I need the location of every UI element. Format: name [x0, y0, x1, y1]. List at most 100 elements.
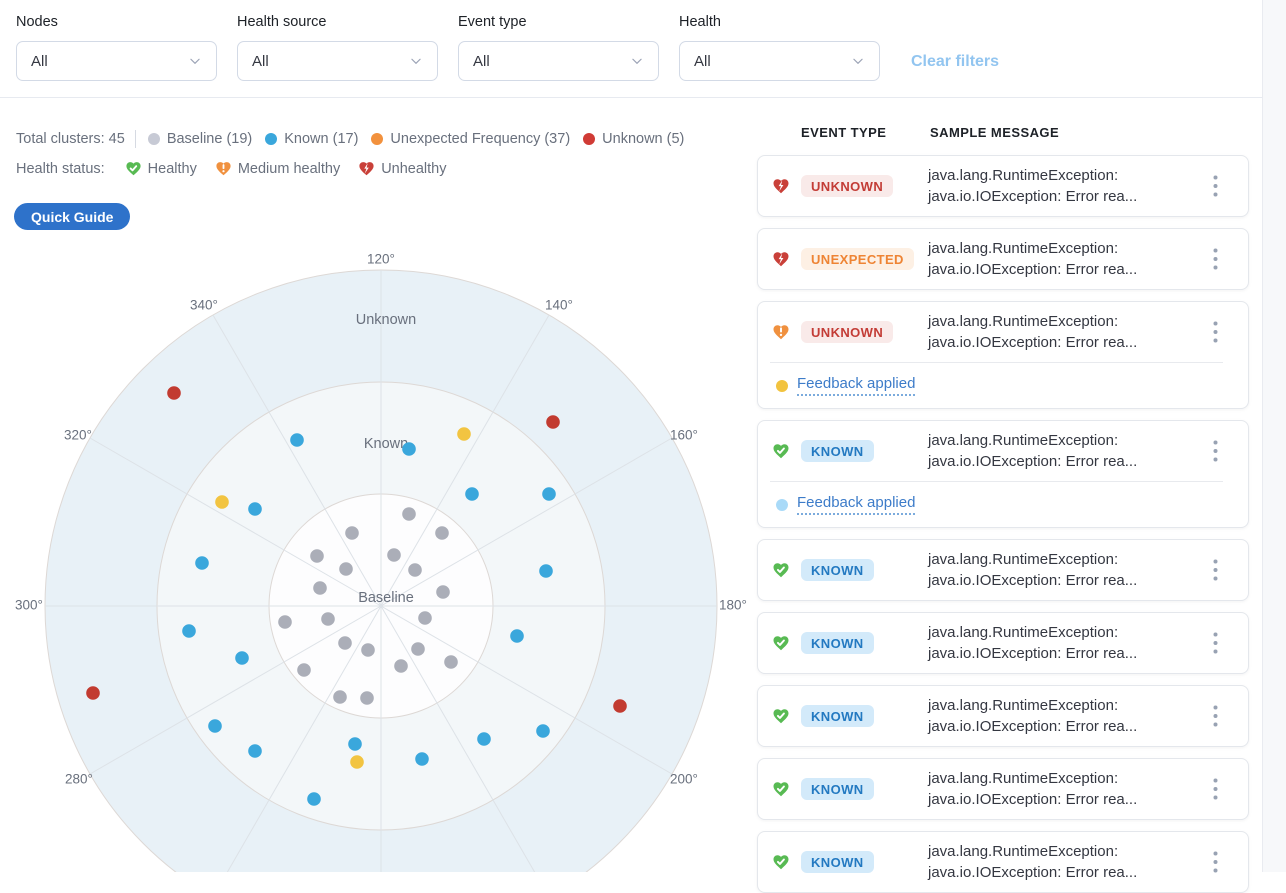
- event-row-card: KNOWN java.lang.RuntimeException: java.io.…: [757, 539, 1249, 601]
- chart-point-baseline[interactable]: [360, 691, 374, 705]
- chart-point-known[interactable]: [182, 624, 196, 638]
- sample-message: java.lang.RuntimeException: java.io.IOExc…: [928, 695, 1210, 737]
- legend-item-label: Unexpected Frequency (37): [390, 131, 571, 147]
- chart-point-baseline[interactable]: [338, 636, 352, 650]
- chart-point-known[interactable]: [248, 744, 262, 758]
- chart-point-known[interactable]: [477, 732, 491, 746]
- row-actions-button[interactable]: [1209, 559, 1221, 581]
- kebab-menu-icon: [1213, 778, 1217, 800]
- chart-point-known[interactable]: [542, 487, 556, 501]
- chart-point-known[interactable]: [510, 629, 524, 643]
- chart-point-baseline[interactable]: [321, 612, 335, 626]
- chart-point-baseline[interactable]: [345, 526, 359, 540]
- chart-point-unknown[interactable]: [546, 415, 560, 429]
- chart-point-known[interactable]: [415, 752, 429, 766]
- row-actions-button[interactable]: [1209, 175, 1221, 197]
- healthy-heart-icon: [772, 634, 790, 652]
- polar-scatter-chart: Unknown Known Baseline 120° 140° 160° 180° 200°…: [15, 252, 747, 872]
- healthy-heart-icon: [772, 442, 790, 460]
- feedback-applied-link[interactable]: Feedback applied: [797, 375, 916, 396]
- unhealthy-heart-icon: [772, 250, 790, 268]
- event-row-card: UNKNOWN java.lang.RuntimeException: java.i…: [757, 301, 1249, 409]
- row-actions-button[interactable]: [1209, 248, 1221, 270]
- event-row-main: KNOWN java.lang.RuntimeException: java.io.…: [758, 613, 1248, 673]
- chart-point-baseline[interactable]: [435, 526, 449, 540]
- chevron-down-icon: [853, 58, 863, 64]
- chart-point-baseline[interactable]: [387, 548, 401, 562]
- chart-point-feedback[interactable]: [457, 427, 471, 441]
- event-type-filter-select[interactable]: All: [458, 41, 659, 81]
- chart-point-unknown[interactable]: [167, 386, 181, 400]
- chart-point-baseline[interactable]: [444, 655, 458, 669]
- chart-point-known[interactable]: [536, 724, 550, 738]
- row-actions-button[interactable]: [1209, 440, 1221, 462]
- event-row-main: KNOWN java.lang.RuntimeException: java.io.…: [758, 421, 1248, 481]
- angle-grid-line: [212, 314, 382, 607]
- event-type-badge: KNOWN: [801, 851, 874, 873]
- sample-message-line2: java.io.IOException: Error rea...: [928, 645, 1138, 662]
- chart-point-feedback[interactable]: [350, 755, 364, 769]
- feedback-row: Feedback applied: [770, 362, 1223, 408]
- chart-point-baseline[interactable]: [436, 585, 450, 599]
- unhealthy-heart-icon: [772, 177, 790, 195]
- sample-message-line1: java.lang.RuntimeException:: [928, 770, 1119, 787]
- health-source-filter-select[interactable]: All: [237, 41, 438, 81]
- row-actions-button[interactable]: [1209, 705, 1221, 727]
- chart-point-baseline[interactable]: [411, 642, 425, 656]
- row-actions-button[interactable]: [1209, 321, 1221, 343]
- medium-healthy-heart-icon: [215, 160, 232, 177]
- chart-point-baseline[interactable]: [394, 659, 408, 673]
- chart-point-baseline[interactable]: [313, 581, 327, 595]
- row-actions-button[interactable]: [1209, 778, 1221, 800]
- quick-guide-button[interactable]: Quick Guide: [14, 203, 131, 230]
- chart-point-known[interactable]: [235, 651, 249, 665]
- chart-point-known[interactable]: [195, 556, 209, 570]
- sample-message-line1: java.lang.RuntimeException:: [928, 697, 1119, 714]
- vertical-scrollbar[interactable]: [1262, 0, 1286, 872]
- sample-message: java.lang.RuntimeException: java.io.IOExc…: [928, 311, 1210, 353]
- healthy-heart-icon: [125, 160, 142, 177]
- event-table-panel: EVENT TYPE SAMPLE MESSAGE UNKNOWN java.la…: [757, 125, 1249, 893]
- health-filter-select[interactable]: All: [679, 41, 880, 81]
- chart-point-feedback[interactable]: [215, 495, 229, 509]
- chart-point-known[interactable]: [307, 792, 321, 806]
- chart-point-baseline[interactable]: [418, 611, 432, 625]
- clear-filters-link[interactable]: Clear filters: [911, 53, 1000, 70]
- cluster-legend: Total clusters: 45 Baseline (19) Known (…: [16, 130, 684, 148]
- chart-point-known[interactable]: [290, 433, 304, 447]
- angle-grid-line: [226, 605, 382, 872]
- chart-point-baseline[interactable]: [339, 562, 353, 576]
- chart-point-baseline[interactable]: [361, 643, 375, 657]
- chevron-down-icon: [190, 58, 200, 64]
- angle-tick-label: 180°: [719, 598, 747, 613]
- baseline-dot-icon: [147, 133, 160, 145]
- nodes-filter-select[interactable]: All: [16, 41, 217, 81]
- chart-point-baseline[interactable]: [408, 563, 422, 577]
- feedback-applied-link[interactable]: Feedback applied: [797, 494, 916, 515]
- chart-point-known[interactable]: [348, 737, 362, 751]
- angle-tick-label: 300°: [15, 598, 43, 613]
- row-actions-button[interactable]: [1209, 851, 1221, 873]
- chart-point-known[interactable]: [208, 719, 222, 733]
- medium-heart-icon: [773, 325, 789, 340]
- chart-point-known[interactable]: [465, 487, 479, 501]
- sample-message: java.lang.RuntimeException: java.io.IOExc…: [928, 238, 1210, 280]
- row-actions-button[interactable]: [1209, 632, 1221, 654]
- healthy-heart-icon: [772, 853, 790, 871]
- chart-point-baseline[interactable]: [297, 663, 311, 677]
- chart-point-baseline[interactable]: [310, 549, 324, 563]
- chart-point-baseline[interactable]: [333, 690, 347, 704]
- chart-point-baseline[interactable]: [278, 615, 292, 629]
- known-dot-icon: [265, 133, 278, 145]
- chart-point-known[interactable]: [402, 442, 416, 456]
- chart-point-known[interactable]: [539, 564, 553, 578]
- legend-item-unknown: Unknown (5): [583, 131, 684, 147]
- chart-point-known[interactable]: [248, 502, 262, 516]
- legend-item-unhealthy: Unhealthy: [358, 160, 447, 177]
- zone-label: Known: [364, 436, 408, 452]
- chart-point-unknown[interactable]: [613, 699, 627, 713]
- chart-point-unknown[interactable]: [86, 686, 100, 700]
- sample-message-line1: java.lang.RuntimeException:: [928, 624, 1119, 641]
- chart-point-baseline[interactable]: [402, 507, 416, 521]
- sample-message: java.lang.RuntimeException: java.io.IOExc…: [928, 841, 1210, 883]
